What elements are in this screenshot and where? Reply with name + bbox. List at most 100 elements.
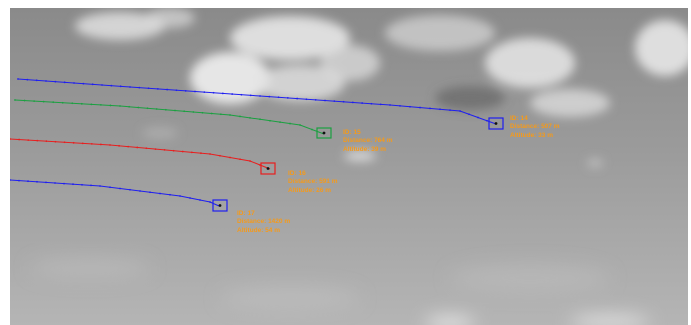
track-label-14: ID: 14 Distance: 507 m Altitude: 33 m <box>510 115 560 140</box>
track-point <box>90 103 93 106</box>
track-point <box>42 100 45 103</box>
track-point <box>138 86 141 89</box>
track-point <box>361 102 364 104</box>
track-point <box>239 158 241 161</box>
track-point <box>449 109 451 112</box>
track-point <box>259 118 261 121</box>
track-altitude-text: Altitude: 33 m <box>510 131 553 139</box>
track-point <box>54 140 57 143</box>
track-point <box>129 188 131 191</box>
track-point <box>419 106 421 109</box>
track-point <box>127 145 130 148</box>
track-point <box>72 141 75 144</box>
target-box[interactable] <box>212 199 228 212</box>
track-point <box>269 119 271 122</box>
track-point <box>324 99 326 102</box>
track-point <box>119 187 121 190</box>
track-point <box>210 112 213 115</box>
track-altitude-text: Altitude: 54 m <box>237 226 280 234</box>
track-point <box>379 103 382 106</box>
track-point <box>90 143 93 145</box>
track-point <box>486 119 488 122</box>
track-point <box>221 92 224 95</box>
track-point <box>128 105 131 108</box>
track-point <box>72 183 74 186</box>
track-point <box>27 139 30 141</box>
sky-view <box>10 8 688 325</box>
track-point <box>17 78 19 80</box>
track-point <box>201 111 204 114</box>
track-point <box>342 100 345 103</box>
track-point <box>229 156 231 159</box>
track-point <box>14 99 16 101</box>
track-point <box>26 78 29 81</box>
track-point <box>351 101 354 104</box>
aircraft-marker <box>266 167 270 170</box>
track-point <box>100 143 102 146</box>
track-point <box>110 84 113 87</box>
track-point <box>146 107 149 110</box>
track-point <box>119 85 122 88</box>
track-distance-text: Distance: 507 m <box>510 123 560 131</box>
track-point <box>45 140 48 143</box>
track-point <box>175 89 178 92</box>
target-box[interactable] <box>260 162 276 175</box>
track-point <box>370 102 373 105</box>
track-point <box>10 179 11 181</box>
track-point <box>249 160 251 162</box>
track-label-15: ID: 15 Distance: 764 m Altitude: 39 m <box>343 129 393 154</box>
track-point <box>23 99 26 102</box>
track-point <box>181 150 184 153</box>
target-box[interactable] <box>488 117 504 130</box>
track-point <box>200 152 202 155</box>
track-point <box>209 201 211 203</box>
track-point <box>169 193 171 196</box>
track-point <box>119 105 121 107</box>
track-point <box>147 87 150 90</box>
track-point <box>149 191 151 194</box>
track-point <box>63 141 66 144</box>
track-point <box>137 106 140 109</box>
track-point <box>27 180 29 183</box>
track-point <box>189 197 191 199</box>
track-point <box>136 146 139 149</box>
track-point <box>139 190 141 192</box>
track-point <box>199 199 201 201</box>
track-point <box>249 116 251 119</box>
track-point <box>52 101 55 104</box>
track-point <box>279 121 281 124</box>
track-point <box>90 184 92 187</box>
track-id-text: ID: 17 <box>237 210 255 217</box>
track-point <box>289 122 291 125</box>
track-point <box>203 91 206 94</box>
track-point <box>91 83 94 86</box>
track-point <box>296 97 299 100</box>
track-point <box>81 183 83 186</box>
track-point <box>18 179 20 182</box>
track-point <box>239 115 241 118</box>
track-point <box>439 108 441 111</box>
track-point <box>166 88 169 91</box>
track-point <box>259 95 261 97</box>
aircraft-marker <box>322 131 326 135</box>
track-point <box>194 90 196 93</box>
track-point <box>18 138 20 141</box>
track-point <box>81 142 84 145</box>
track-point <box>71 102 74 105</box>
track-point <box>159 192 161 195</box>
camera-frame: ID: 14 Distance: 507 m Altitude: 33 m ID… <box>10 8 688 325</box>
track-point <box>45 80 47 82</box>
track-point <box>409 105 411 108</box>
track-point <box>240 93 243 96</box>
track-altitude-text: Altitude: 26 m <box>288 186 331 194</box>
track-point <box>35 79 38 82</box>
track-point <box>184 89 187 92</box>
target-box[interactable] <box>316 127 332 139</box>
track-point <box>99 185 101 187</box>
track-point <box>299 124 301 126</box>
track-point <box>429 107 431 110</box>
track-point <box>229 114 231 116</box>
track-distance-text: Distance: 591 m <box>288 178 338 186</box>
track-point <box>249 94 252 97</box>
aircraft-marker <box>218 204 222 207</box>
